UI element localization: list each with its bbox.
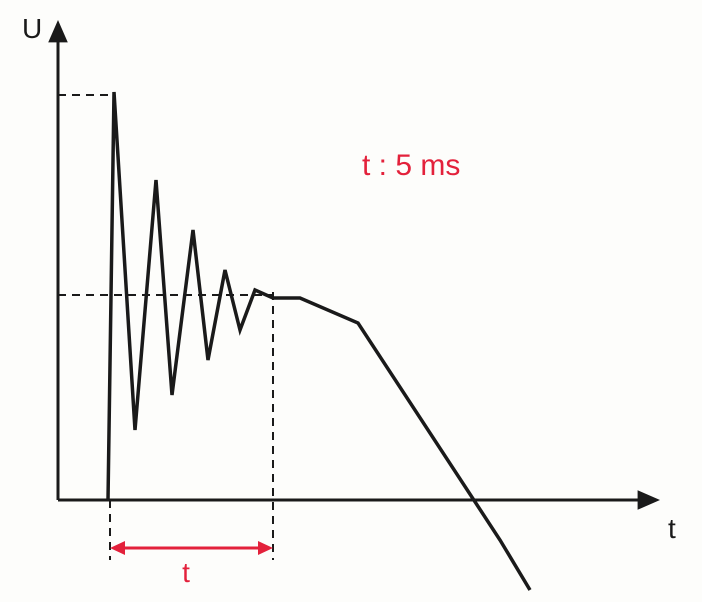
voltage-time-chart: Ut t t : 5 ms [0,0,702,602]
y-axis-label: U [22,13,42,44]
time-span-label: t [182,557,190,588]
time-annotation: t : 5 ms [362,149,460,182]
x-axis-label: t [668,513,676,544]
